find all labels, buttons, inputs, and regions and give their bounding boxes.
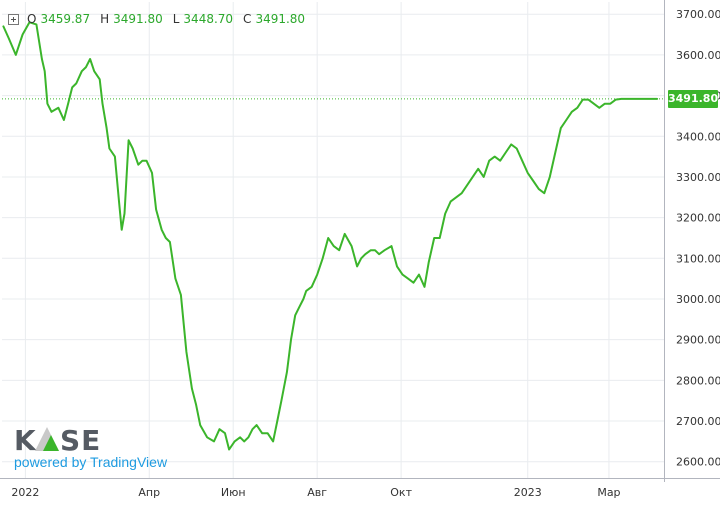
low-label: L [172,12,180,26]
powered-by-text[interactable]: powered by TradingView [14,454,168,470]
kase-logo: K SE powered by TradingView [14,422,167,470]
y-tick-label: 3600.00 [676,49,720,62]
x-tick-label: 2022 [11,486,39,499]
svg-text:K: K [14,424,37,454]
high-value: 3491.80 [113,12,163,26]
y-tick-label: 3200.00 [676,212,720,225]
x-tick-label: Июн [221,486,246,499]
y-tick-label: 3100.00 [676,252,720,265]
close-label: C [243,12,252,26]
x-tick-label: Авг [307,486,327,499]
kase-logo-graphic: K SE [14,424,101,454]
y-tick-label: 3700.00 [676,8,720,21]
kase-wordmark: K SE [14,422,167,454]
last-price-badge: 3491.80 [668,89,718,108]
x-tick-label: Апр [138,486,160,499]
series-layer [2,21,664,451]
y-tick-label: 2700.00 [676,415,720,428]
y-tick-label: 2800.00 [676,374,720,387]
close-value: 3491.80 [255,12,306,26]
y-tick-label: 2600.00 [676,456,720,469]
y-tick-label: 3400.00 [676,130,720,143]
x-tick-label: Окт [390,486,412,499]
series-line-0 [2,21,659,451]
svg-text:SE: SE [60,424,101,454]
y-tick-label: 3300.00 [676,171,720,184]
open-value: 3459.87 [40,12,91,26]
x-tick-label: 2023 [514,486,542,499]
x-tick-label: Мар [597,486,620,499]
high-label: H [100,12,110,26]
open-label: O [27,12,37,26]
y-tick-label: 3000.00 [676,293,720,306]
grid [2,2,664,478]
ohlc-legend: O 3459.87 H 3491.80 L 3448.70 C 3491.80 [8,12,311,26]
low-value: 3448.70 [183,12,234,26]
y-tick-label: 2900.00 [676,334,720,347]
expand-icon[interactable] [8,13,19,25]
